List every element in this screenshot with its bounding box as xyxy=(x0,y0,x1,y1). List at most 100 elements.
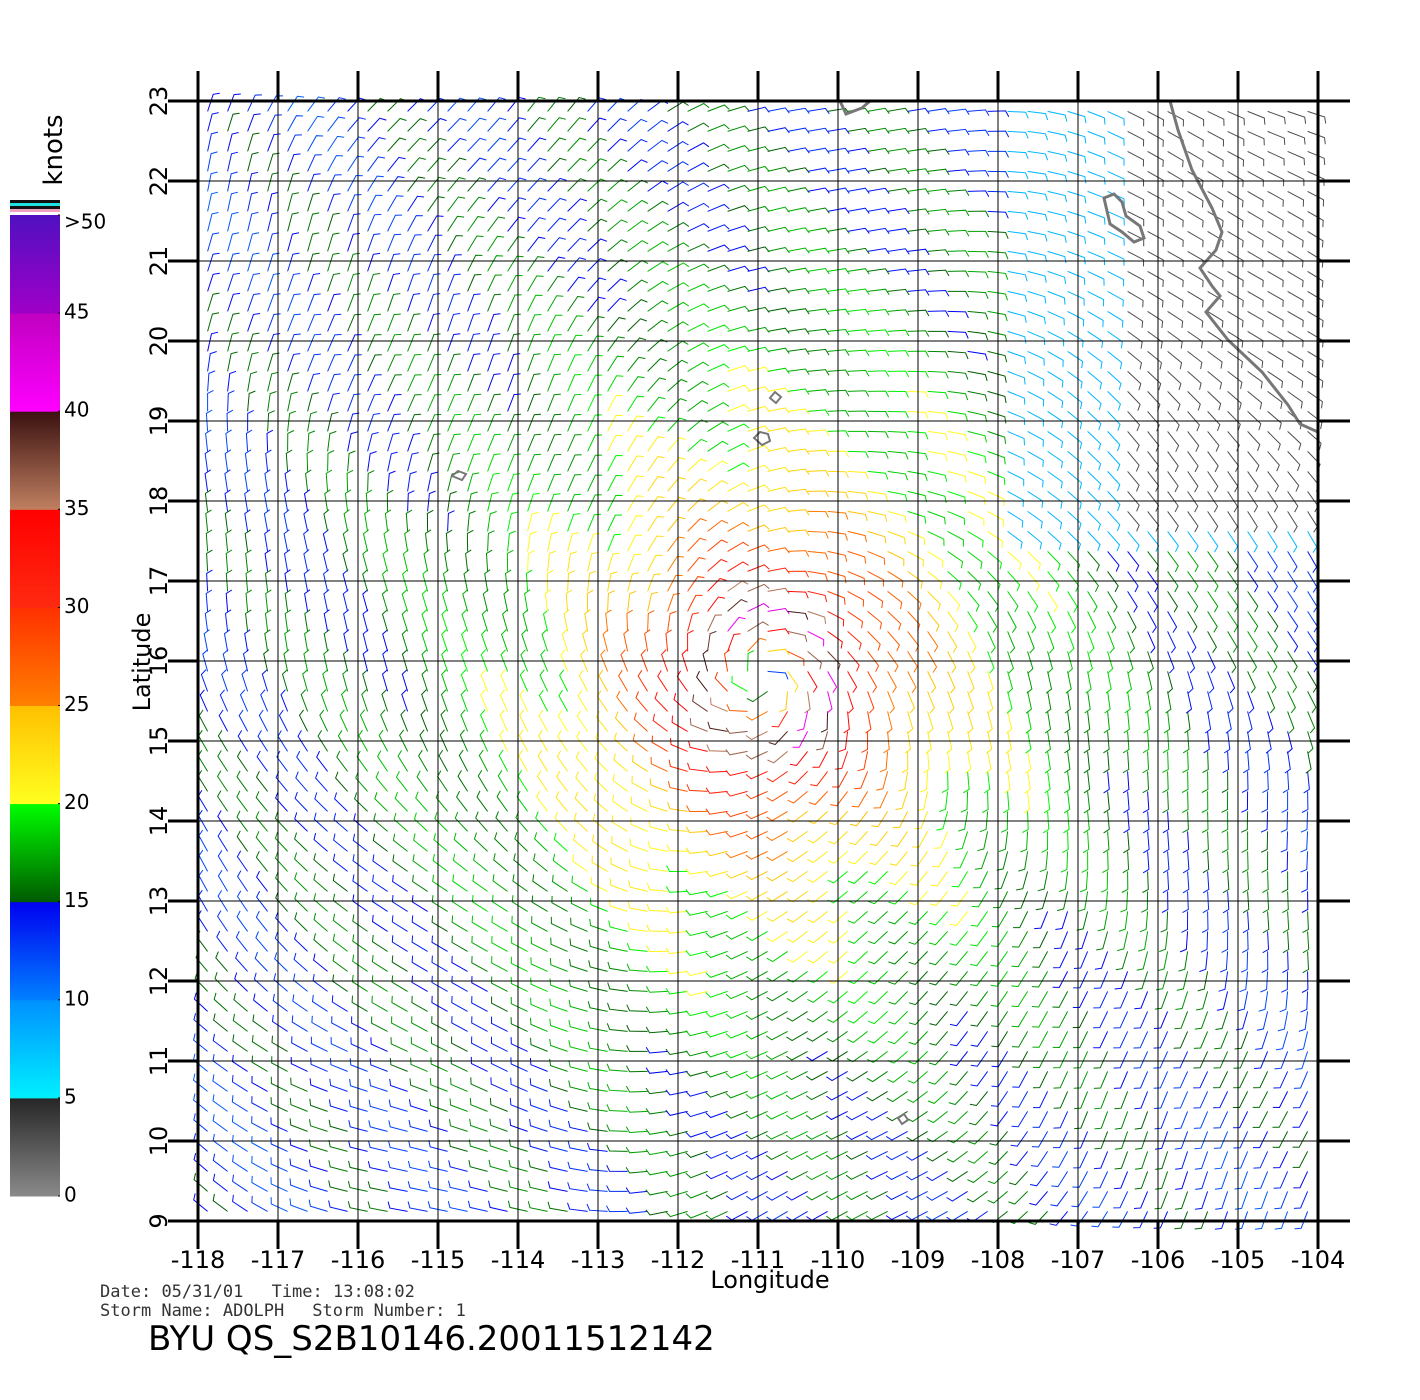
wind-barb xyxy=(685,929,708,937)
wind-barb xyxy=(1093,1051,1109,1069)
wind-barb xyxy=(275,911,288,932)
wind-barb xyxy=(271,1014,288,1032)
wind-barb xyxy=(359,709,369,732)
wind-barb xyxy=(767,670,789,680)
wind-barb xyxy=(687,629,694,652)
wind-barb xyxy=(767,751,788,764)
wind-barb xyxy=(667,496,686,512)
wind-barb xyxy=(391,955,408,972)
wind-barb xyxy=(572,854,588,872)
wind-barb xyxy=(987,551,1003,570)
wind-barb xyxy=(1207,451,1219,473)
wind-barb xyxy=(647,119,669,132)
wind-barb xyxy=(1147,651,1154,674)
wind-barb xyxy=(265,589,272,612)
wind-barb xyxy=(930,871,949,887)
wind-barb xyxy=(251,1175,268,1192)
wind-barb xyxy=(613,753,628,772)
wind-barb xyxy=(507,313,521,332)
wind-barb xyxy=(950,891,969,907)
wind-barb xyxy=(1227,611,1239,633)
wind-barb xyxy=(1147,451,1160,472)
wind-barb xyxy=(587,494,602,512)
wind-barb xyxy=(1007,490,1024,507)
wind-barb xyxy=(427,394,442,412)
wind-barb xyxy=(1105,671,1112,694)
wind-barb xyxy=(1087,431,1102,451)
wind-barb xyxy=(1107,611,1117,634)
wind-barb xyxy=(766,810,788,822)
wind-barb xyxy=(1103,731,1110,754)
wind-barb xyxy=(494,832,508,852)
wind-barb xyxy=(927,651,938,673)
wind-barb xyxy=(1133,1031,1149,1049)
wind-barb xyxy=(382,649,389,672)
wind-barb xyxy=(387,195,404,212)
wind-barb xyxy=(372,854,388,872)
wind-barb xyxy=(531,895,548,912)
wind-barb xyxy=(367,273,381,292)
wind-barb xyxy=(1032,1051,1049,1069)
wind-barb xyxy=(827,671,838,693)
wind-barb xyxy=(460,709,469,732)
wind-barb xyxy=(867,127,890,134)
wind-barb xyxy=(825,1170,848,1180)
wind-barb xyxy=(1147,351,1163,370)
wind-barb xyxy=(685,1170,708,1179)
wind-barb xyxy=(1053,1091,1069,1109)
wind-barb xyxy=(979,811,989,833)
wind-barb xyxy=(927,108,950,115)
wind-barb xyxy=(251,1075,268,1092)
wind-barb xyxy=(1027,310,1046,325)
wind-barb xyxy=(387,413,401,432)
wind-barb xyxy=(705,1110,728,1119)
wind-barb xyxy=(1153,1011,1169,1029)
wind-barb xyxy=(431,1016,448,1032)
wind-barb xyxy=(1174,1211,1189,1230)
wind-barb xyxy=(685,950,708,957)
wind-barb xyxy=(1058,871,1069,892)
wind-barb xyxy=(402,569,409,592)
wind-barb xyxy=(888,911,908,925)
wind-barb xyxy=(1247,471,1259,493)
wind-barb xyxy=(745,750,768,760)
wind-barb xyxy=(1027,150,1049,161)
wind-barb xyxy=(193,1033,208,1052)
wind-barb xyxy=(387,233,402,252)
wind-barb xyxy=(806,1190,828,1201)
wind-barb xyxy=(714,671,728,692)
wind-barb xyxy=(949,1071,968,1086)
wind-barb xyxy=(567,570,575,592)
wind-barb xyxy=(500,669,509,692)
wind-barb xyxy=(267,133,281,152)
wind-barb xyxy=(1253,1051,1269,1069)
wind-barb xyxy=(1199,951,1209,973)
wind-barb xyxy=(270,1076,288,1092)
wind-barb xyxy=(707,721,728,732)
wind-barb xyxy=(409,1078,428,1092)
wind-barb xyxy=(1037,871,1049,892)
wind-barb xyxy=(967,290,989,299)
wind-barb xyxy=(1167,290,1184,308)
wind-barb xyxy=(393,812,408,832)
wind-barb xyxy=(309,1098,328,1112)
wind-barb xyxy=(857,751,869,772)
wind-barb xyxy=(225,529,232,552)
wind-barb xyxy=(787,448,810,455)
wind-barb xyxy=(283,529,290,552)
wind-barb xyxy=(450,1056,468,1072)
wind-barb xyxy=(349,1058,368,1072)
wind-barb xyxy=(1307,671,1318,693)
plot-frame xyxy=(196,99,1320,1223)
wind-barb xyxy=(352,894,368,912)
wind-barb xyxy=(767,287,790,294)
wind-barb xyxy=(767,347,790,354)
wind-barb xyxy=(1247,190,1264,208)
wind-barb xyxy=(207,370,216,392)
wind-barb xyxy=(491,976,508,992)
wind-barb xyxy=(308,1139,328,1152)
wind-barb xyxy=(287,134,302,152)
wind-barb xyxy=(909,871,928,886)
wind-barb xyxy=(303,509,310,532)
wind-barb xyxy=(239,689,249,712)
